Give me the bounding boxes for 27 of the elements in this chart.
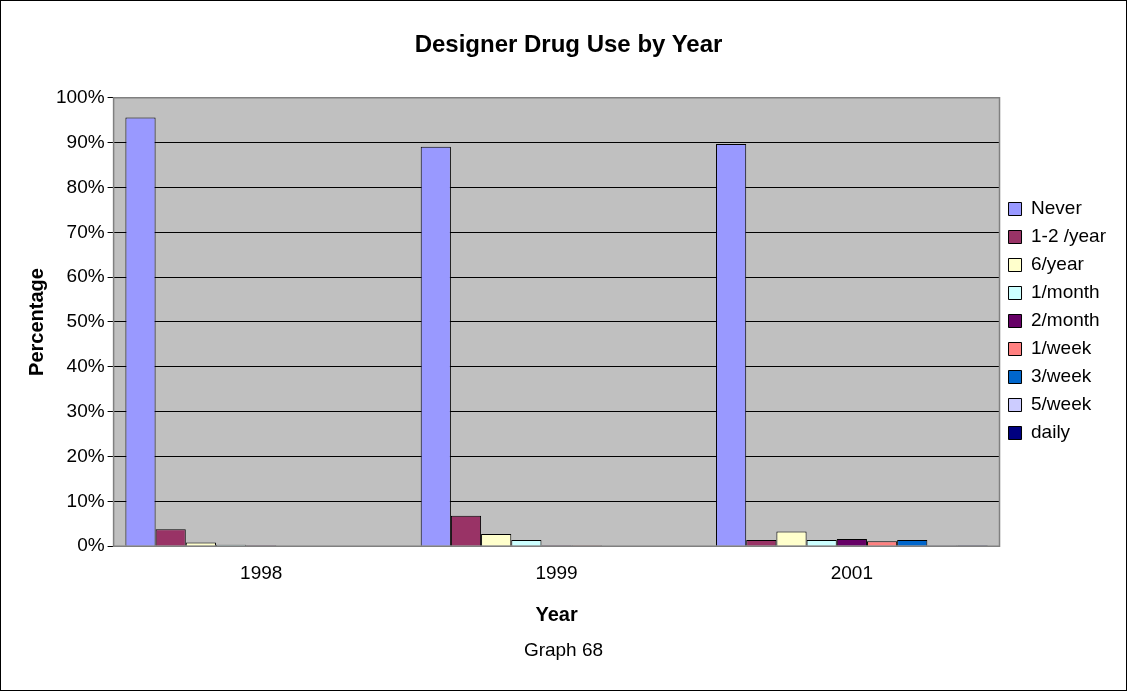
legend-label: 2/month — [1031, 309, 1100, 331]
x-axis-title: Year — [535, 602, 578, 625]
legend-label: Never — [1031, 197, 1083, 219]
y-tick-label: 90% — [66, 130, 105, 152]
y-tick-label: 70% — [66, 220, 105, 242]
y-tick-label: 40% — [66, 355, 105, 377]
y-tick-label: 10% — [66, 489, 105, 511]
y-tick-label: 30% — [66, 399, 105, 421]
y-tick-label: 20% — [66, 444, 105, 466]
legend-label: daily — [1031, 421, 1071, 443]
y-tick-label: 60% — [66, 265, 105, 287]
y-tick-label: 100% — [55, 86, 105, 108]
x-tick-label: 1999 — [535, 561, 578, 583]
legend-label: 6/year — [1031, 253, 1085, 275]
x-tick-label: 2001 — [830, 561, 874, 583]
y-tick-label: 0% — [77, 534, 105, 556]
legend-label: 1/week — [1031, 337, 1092, 359]
legend-label: 1-2 /year — [1031, 225, 1107, 247]
legend-label: 1/month — [1031, 281, 1100, 303]
caption: Graph 68 — [522, 639, 605, 661]
y-tick-label: 80% — [66, 175, 105, 197]
chart-title: Designer Drug Use by Year — [414, 30, 723, 58]
x-tick-label: 1998 — [240, 561, 283, 583]
legend-label: 3/week — [1031, 365, 1092, 387]
y-axis-title: Percentage — [24, 268, 47, 376]
legend-label: 5/week — [1031, 393, 1092, 415]
y-tick-label: 50% — [66, 310, 105, 332]
